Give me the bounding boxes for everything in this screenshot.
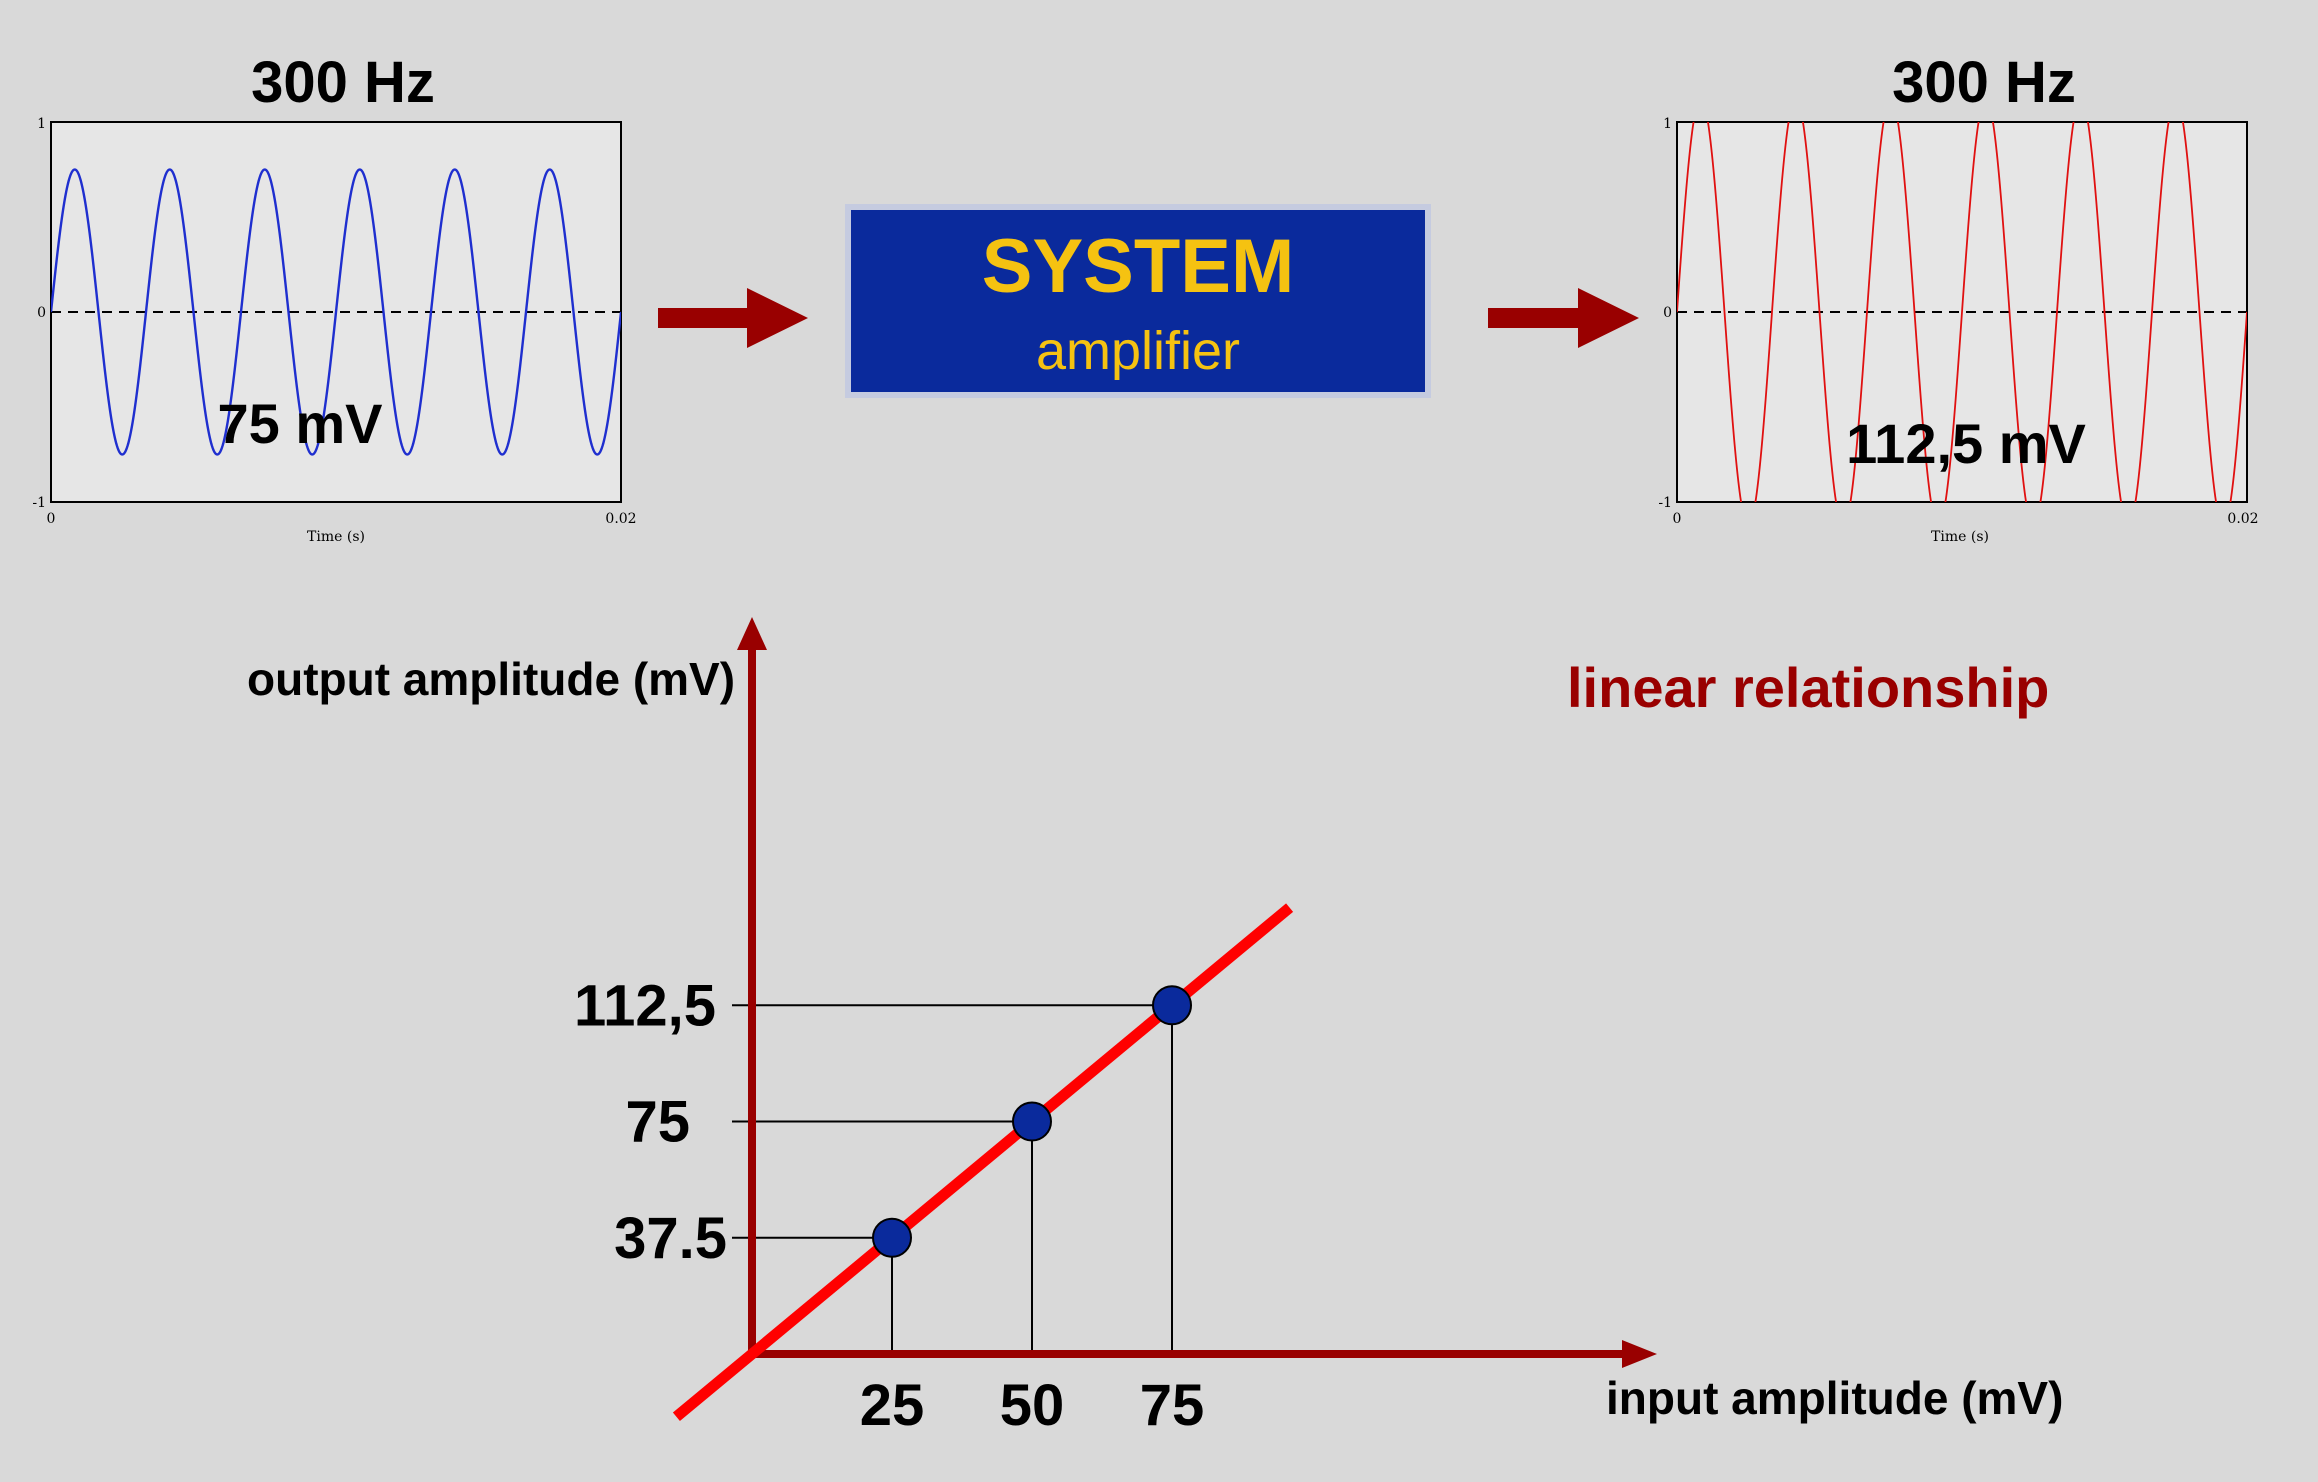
output-y-tick-bottom: -1: [1658, 495, 1672, 511]
input-signal-panel: 300 Hz 75 mV 1 0 -1 0 0.02 Time (s): [32, 50, 636, 545]
output-sine-wave: [1677, 122, 2247, 502]
input-frequency-label: 300 Hz: [251, 50, 435, 115]
y-tick-labels: 37.5 75 112,5: [574, 973, 727, 1271]
system-box: SYSTEM amplifier: [845, 204, 1431, 398]
y-tick-label: 37.5: [614, 1206, 727, 1271]
input-amplitude-label: 75 mV: [218, 392, 383, 455]
data-point: [1012, 1101, 1052, 1142]
x-tick-labels: 25 50 75: [860, 1373, 1205, 1438]
output-x-axis-label: Time (s): [1931, 529, 1989, 545]
output-arrow: [1488, 288, 1639, 348]
y-tick-label: 112,5: [574, 973, 716, 1038]
x-tick-label: 75: [1140, 1373, 1205, 1438]
output-y-tick-top: 1: [1663, 116, 1672, 132]
y-axis-label: output amplitude (mV): [247, 653, 735, 705]
arrow-to-system-icon: [658, 288, 808, 348]
output-signal-panel: 300 Hz 112,5 mV 1 0 -1 0 0.02 Time (s): [1658, 50, 2258, 545]
data-points: [872, 985, 1192, 1258]
output-frequency-label: 300 Hz: [1892, 50, 2076, 115]
input-x-axis-label: Time (s): [307, 529, 365, 545]
output-x-tick-end: 0.02: [2227, 511, 2258, 527]
linear-relationship-chart: 25 50 75 37.5 75 112,5 output amplitude (mV)…: [247, 617, 2063, 1438]
system-subtitle: amplifier: [1036, 321, 1240, 381]
linear-relationship-line: [672, 903, 1294, 1422]
x-tick-label: 25: [860, 1373, 925, 1438]
input-arrow: [658, 288, 808, 348]
guide-lines: [732, 1004, 1173, 1354]
input-y-tick-bottom: -1: [32, 495, 46, 511]
input-y-tick-mid: 0: [37, 305, 46, 321]
x-axis-arrowhead-icon: [1622, 1340, 1657, 1368]
output-y-tick-mid: 0: [1663, 305, 1672, 321]
y-axis-arrowhead-icon: [737, 617, 767, 650]
output-x-tick-start: 0: [1673, 511, 1682, 527]
input-y-tick-top: 1: [37, 116, 46, 132]
system-box-fill: [851, 210, 1425, 392]
x-axis-label: input amplitude (mV): [1606, 1372, 2063, 1424]
input-sine-wave: [51, 168, 621, 456]
data-point: [1152, 985, 1192, 1026]
input-x-tick-end: 0.02: [605, 511, 636, 527]
linear-relationship-annotation: linear relationship: [1567, 656, 2049, 719]
input-x-tick-start: 0: [47, 511, 56, 527]
system-title: SYSTEM: [982, 224, 1295, 309]
arrow-to-output-icon: [1488, 288, 1639, 348]
x-tick-label: 50: [1000, 1373, 1065, 1438]
output-amplitude-label: 112,5 mV: [1846, 412, 2086, 475]
y-tick-label: 75: [625, 1090, 690, 1155]
data-point: [872, 1217, 912, 1258]
